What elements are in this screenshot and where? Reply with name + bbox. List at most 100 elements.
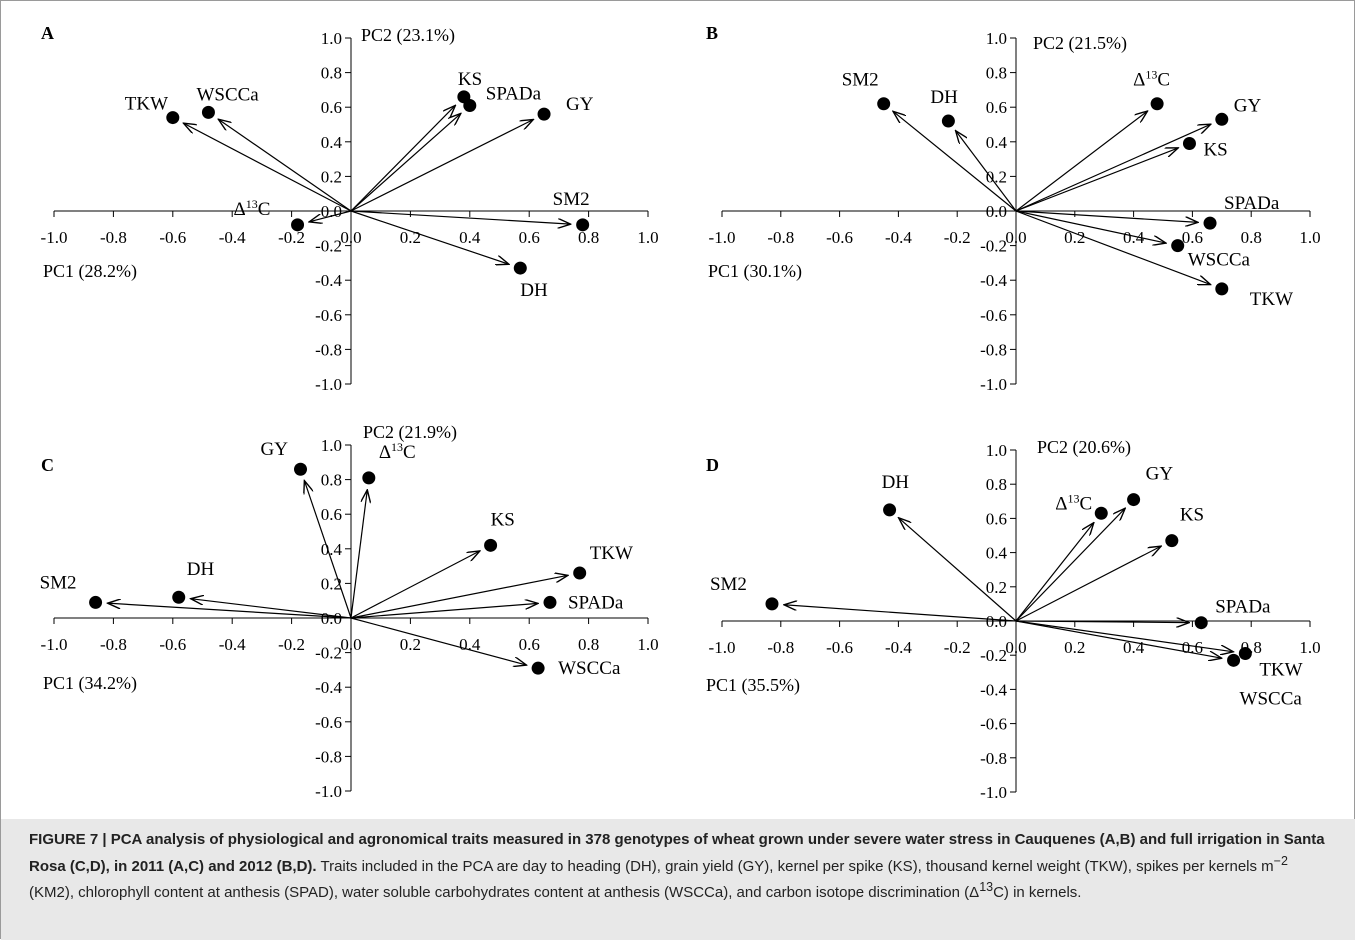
loading-vector bbox=[1015, 508, 1125, 622]
y-tick-label: -0.6 bbox=[980, 306, 1007, 325]
loading-vector bbox=[350, 603, 538, 619]
y-tick-label: 0.0 bbox=[986, 202, 1007, 221]
y-axis-title: PC2 (23.1%) bbox=[361, 25, 455, 46]
x-tick-label: -0.2 bbox=[944, 228, 971, 247]
x-tick-label: -0.8 bbox=[767, 228, 794, 247]
y-tick-label: -0.8 bbox=[980, 749, 1007, 768]
point-label: DH bbox=[882, 472, 910, 493]
loading-vector bbox=[350, 210, 509, 264]
loading-vector bbox=[350, 575, 568, 619]
y-tick-label: -0.8 bbox=[315, 340, 342, 359]
data-point bbox=[765, 597, 779, 611]
loading-vector bbox=[350, 551, 480, 619]
figure-caption-box: FIGURE 7 | PCA analysis of physiological… bbox=[1, 819, 1355, 940]
loading-vector bbox=[1015, 210, 1166, 243]
loading-vector bbox=[1015, 124, 1211, 212]
loading-vector bbox=[350, 617, 527, 665]
x-tick-label: -0.2 bbox=[944, 638, 971, 657]
x-tick-label: -0.4 bbox=[885, 638, 912, 657]
y-tick-label: -0.8 bbox=[315, 747, 342, 766]
data-point bbox=[291, 218, 305, 232]
x-tick-label: -0.6 bbox=[159, 635, 186, 654]
point-label: SPADa bbox=[1224, 193, 1280, 214]
panel-letter: C bbox=[41, 455, 54, 475]
loading-vector bbox=[218, 119, 352, 212]
x-axis-title: PC1 (34.2%) bbox=[43, 673, 137, 694]
x-tick-label: 0.4 bbox=[1123, 228, 1145, 247]
caption-sup-1: −2 bbox=[1273, 853, 1288, 868]
x-tick-label: 0.6 bbox=[1182, 228, 1203, 247]
panel-D: -1.0 -0.8 -0.6 -0.4 -0.2 0.0 0.2 0.4 0.6 0.8 1.01.… bbox=[706, 437, 1321, 802]
x-tick-label: 0.4 bbox=[459, 228, 481, 247]
data-point bbox=[362, 471, 376, 485]
point-label: TKW bbox=[1250, 289, 1293, 310]
loading-vector bbox=[1015, 210, 1211, 285]
data-point bbox=[89, 595, 103, 609]
data-point bbox=[1094, 506, 1108, 520]
data-point bbox=[201, 105, 215, 119]
panel-letter: D bbox=[706, 455, 719, 475]
pca-panels: -1.0 -0.8 -0.6 -0.4 -0.2 0.0 0.2 0.4 0.6 0.8 1.01.… bbox=[40, 23, 1321, 802]
y-tick-label: -1.0 bbox=[315, 782, 342, 801]
data-point bbox=[1203, 216, 1217, 230]
x-tick-label: 0.8 bbox=[578, 228, 599, 247]
y-tick-label: 0.2 bbox=[321, 574, 342, 593]
data-point bbox=[1215, 112, 1229, 126]
y-tick-label: -0.2 bbox=[980, 237, 1007, 256]
data-point bbox=[531, 661, 545, 675]
data-point bbox=[1215, 282, 1229, 296]
y-tick-label: 0.6 bbox=[986, 509, 1007, 528]
y-tick-label: -0.2 bbox=[980, 646, 1007, 665]
point-label: Δ13C bbox=[379, 440, 416, 463]
loading-vector bbox=[956, 131, 1017, 212]
y-tick-label: 0.0 bbox=[321, 202, 342, 221]
loading-vector bbox=[350, 210, 571, 224]
x-tick-label: 1.0 bbox=[1299, 638, 1320, 657]
x-tick-label: 0.0 bbox=[1005, 638, 1026, 657]
data-point bbox=[883, 503, 897, 517]
x-tick-label: -1.0 bbox=[709, 638, 736, 657]
point-label: GY bbox=[261, 439, 289, 460]
x-axis-title: PC1 (30.1%) bbox=[708, 261, 802, 282]
loading-vector bbox=[899, 518, 1017, 622]
point-label: DH bbox=[520, 280, 548, 301]
y-tick-label: 0.8 bbox=[986, 475, 1007, 494]
y-tick-label: 0.8 bbox=[986, 64, 1007, 83]
y-tick-label: 0.4 bbox=[986, 133, 1008, 152]
loading-vector bbox=[350, 105, 455, 212]
y-tick-label: 0.2 bbox=[986, 578, 1007, 597]
y-axis-title: PC2 (20.6%) bbox=[1037, 437, 1131, 458]
y-tick-label: 0.4 bbox=[321, 133, 343, 152]
point-label: DH bbox=[930, 87, 958, 108]
loading-vector bbox=[1015, 523, 1094, 622]
data-point bbox=[1227, 653, 1241, 667]
point-label: GY bbox=[1234, 95, 1262, 116]
y-tick-label: -0.2 bbox=[315, 237, 342, 256]
caption-body-3: C) in kernels. bbox=[993, 884, 1082, 901]
y-tick-label: -1.0 bbox=[980, 375, 1007, 394]
y-tick-label: -0.8 bbox=[980, 340, 1007, 359]
point-label: KS bbox=[1180, 505, 1204, 526]
data-point bbox=[513, 261, 527, 275]
panel-letter: A bbox=[41, 23, 54, 43]
data-point bbox=[294, 462, 308, 476]
caption-sup-2: 13 bbox=[979, 880, 994, 894]
y-tick-label: -0.6 bbox=[315, 713, 342, 732]
y-tick-label: 1.0 bbox=[986, 29, 1007, 48]
y-tick-label: 1.0 bbox=[321, 436, 342, 455]
x-tick-label: 0.2 bbox=[1064, 638, 1085, 657]
loading-vector bbox=[784, 605, 1017, 622]
x-tick-label: -0.4 bbox=[885, 228, 912, 247]
point-label: Δ13C bbox=[1055, 491, 1092, 514]
y-tick-label: 1.0 bbox=[986, 441, 1007, 460]
data-point bbox=[1127, 493, 1141, 507]
loading-vector bbox=[1015, 148, 1178, 212]
y-tick-label: 0.6 bbox=[321, 98, 342, 117]
x-tick-label: -0.6 bbox=[826, 228, 853, 247]
x-tick-label: 0.4 bbox=[459, 635, 481, 654]
y-tick-label: 0.8 bbox=[321, 64, 342, 83]
point-label: WSCCa bbox=[196, 84, 259, 105]
loading-vector bbox=[1015, 620, 1233, 652]
data-point bbox=[1165, 534, 1179, 548]
point-label: SM2 bbox=[40, 572, 77, 593]
